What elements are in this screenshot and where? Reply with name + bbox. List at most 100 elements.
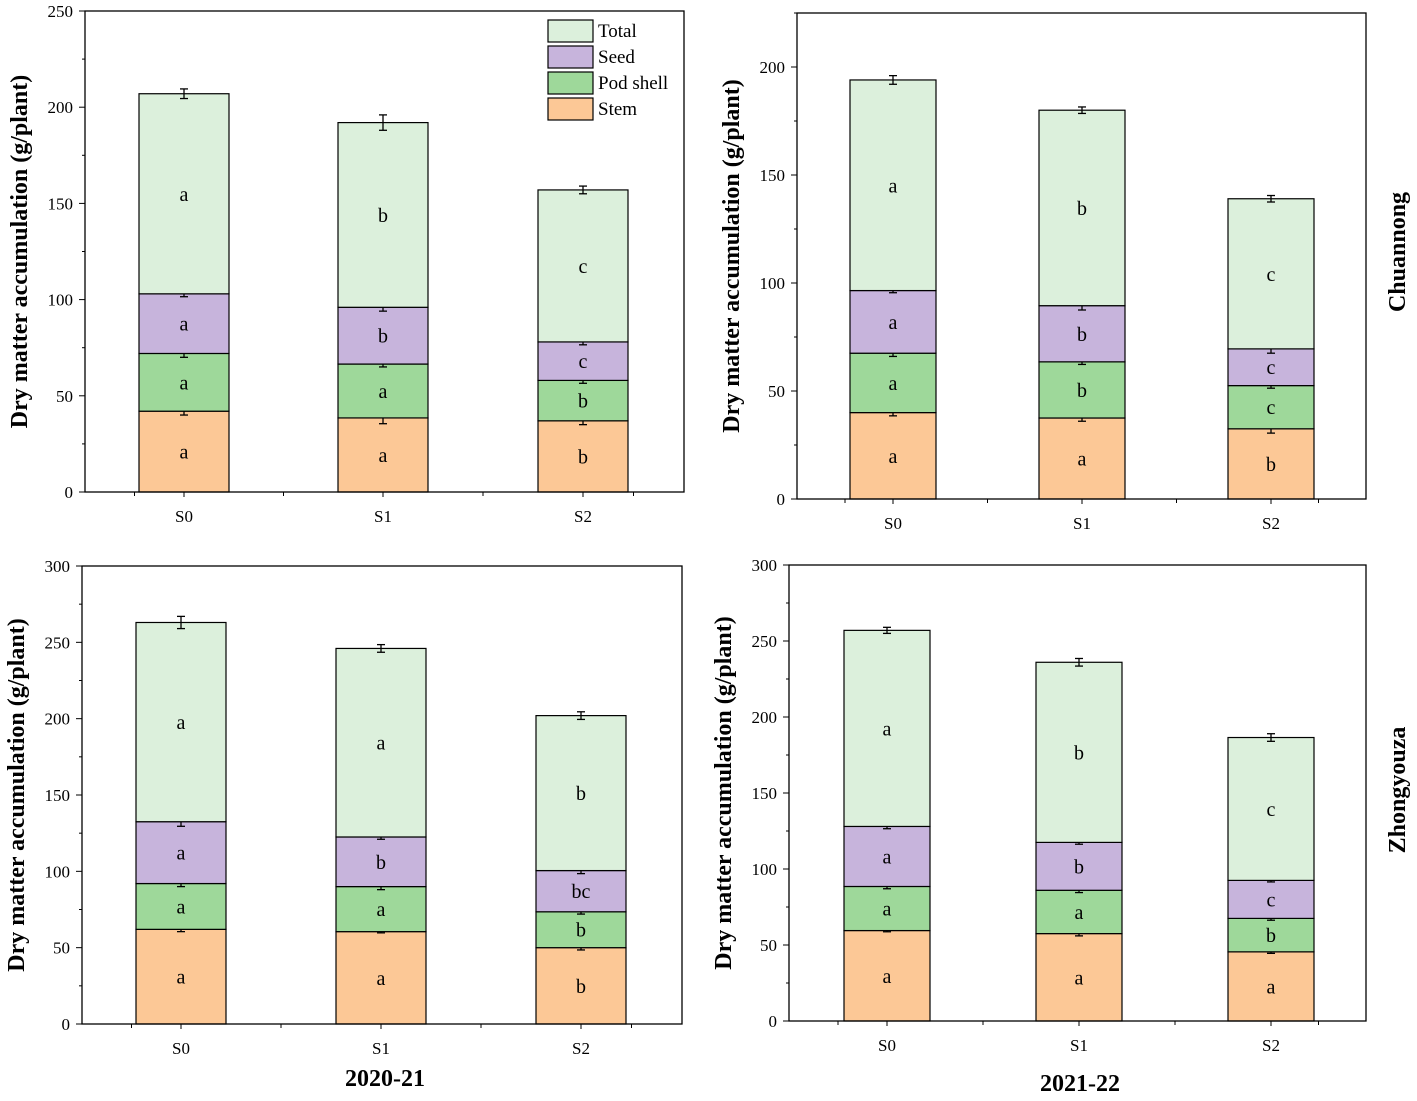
significance-letter: a (379, 381, 388, 403)
bar-segment-total-S1 (1038, 109, 1126, 307)
x-tick-label: S2 (572, 1039, 590, 1058)
plot-frame (796, 12, 1367, 500)
x-tick-label: S1 (1073, 514, 1091, 533)
significance-letter: b (1074, 856, 1084, 878)
column-label-2021-22: 2021-22 (1040, 1071, 1120, 1096)
legend-swatch-total (547, 19, 594, 43)
legend-label: Seed (598, 47, 635, 68)
y-tick-label: 150 (45, 786, 71, 805)
x-tick-label: S0 (878, 1036, 896, 1055)
y-tick-label: 100 (48, 291, 74, 310)
significance-letter: b (1266, 925, 1276, 947)
significance-letter: b (576, 920, 586, 942)
significance-letter: b (578, 446, 588, 468)
y-tick-label: 50 (53, 939, 70, 958)
y-tick-label: 0 (777, 490, 786, 509)
significance-letter: a (377, 899, 386, 921)
y-tick-label: 50 (760, 936, 777, 955)
y-tick-label: 250 (48, 2, 74, 21)
y-tick-label: 300 (752, 556, 778, 575)
bar-segment-stem-S2 (537, 420, 629, 493)
y-tick-label: 250 (752, 632, 778, 651)
bar-segment-stem-S1 (1038, 417, 1126, 500)
bar-segment-pod-shell-S1 (1035, 889, 1123, 935)
y-tick-label: 250 (45, 633, 71, 652)
significance-letter: c (1267, 889, 1276, 911)
significance-letter: b (1077, 380, 1087, 402)
bar-segment-stem-S2 (535, 947, 627, 1025)
significance-letter: a (889, 446, 898, 468)
y-axis-label: Dry matter accumulation (g/plant) (719, 79, 745, 433)
bar-segment-pod-shell-S2 (537, 379, 629, 422)
x-tick-label: S0 (172, 1039, 190, 1058)
bar-segment-pod-shell-S1 (1038, 361, 1126, 419)
y-tick-label: 100 (760, 274, 786, 293)
significance-letter: a (889, 312, 898, 334)
significance-letter: a (177, 967, 186, 989)
bar-segment-stem-S1 (1035, 932, 1123, 1022)
significance-letter: b (1077, 198, 1087, 220)
bar-segment-total-S0 (849, 79, 937, 292)
y-tick-label: 200 (48, 98, 74, 117)
x-tick-label: S1 (372, 1039, 390, 1058)
bar-segment-seed-S2 (1227, 879, 1315, 920)
significance-letter: a (377, 968, 386, 990)
bar-segment-pod-shell-S2 (535, 911, 627, 949)
row-label-zhongyouza: Zhongyouza (1385, 727, 1411, 854)
significance-letter: a (177, 843, 186, 865)
significance-letter: bc (572, 881, 591, 903)
significance-letter: b (1074, 742, 1084, 764)
bar-segment-stem-S0 (138, 410, 230, 493)
significance-letter: a (883, 718, 892, 740)
significance-letter: b (378, 205, 388, 227)
y-tick-label: 0 (62, 1015, 71, 1034)
bar-segment-total-S2 (535, 715, 627, 872)
y-tick-label: 50 (768, 382, 785, 401)
y-tick-label: 150 (752, 784, 778, 803)
bar-segment-total-S1 (1035, 661, 1123, 844)
y-tick-label: 150 (760, 166, 786, 185)
y-tick-label: 100 (45, 862, 71, 881)
column-label-2020-21: 2020-21 (345, 1066, 425, 1092)
significance-letter: a (177, 896, 186, 918)
x-tick-label: S2 (1262, 514, 1280, 533)
x-tick-label: S1 (1070, 1036, 1088, 1055)
significance-letter: c (579, 351, 588, 373)
y-tick-label: 50 (56, 387, 73, 406)
x-tick-label: S2 (1262, 1036, 1280, 1055)
significance-letter: a (180, 442, 189, 464)
y-tick-label: 300 (45, 557, 71, 576)
legend-label: Stem (598, 99, 637, 120)
bar-segment-stem-S1 (337, 417, 429, 493)
significance-letter: c (1267, 397, 1276, 419)
y-tick-label: 200 (760, 58, 786, 77)
bar-segment-seed-S2 (1227, 348, 1315, 387)
bar-segment-total-S0 (138, 93, 230, 295)
y-axis-label: Dry matter accumulation (g/plant) (711, 616, 737, 970)
bar-segment-pod-shell-S2 (1227, 385, 1315, 430)
bar-segment-seed-S0 (138, 293, 230, 355)
bar-segment-total-S0 (135, 621, 227, 823)
bar-segment-pod-shell-S0 (138, 352, 230, 412)
bar-segment-stem-S0 (849, 412, 937, 500)
bar-segment-pod-shell-S2 (1227, 917, 1315, 953)
bar-segment-stem-S2 (1227, 428, 1315, 500)
y-axis-label: Dry matter accumulation (g/plant) (7, 75, 33, 429)
significance-letter: c (1267, 264, 1276, 286)
y-tick-label: 150 (48, 194, 74, 213)
x-tick-label: S0 (884, 514, 902, 533)
bar-segment-seed-S0 (843, 825, 931, 888)
bar-segment-seed-S2 (535, 869, 627, 913)
significance-letter: a (1078, 449, 1087, 471)
significance-letter: a (1075, 902, 1084, 924)
x-tick-label: S1 (374, 507, 392, 526)
bar-segment-seed-S1 (337, 306, 429, 365)
significance-letter: c (1267, 357, 1276, 379)
legend-label: Total (598, 21, 637, 42)
y-tick-label: 200 (45, 710, 71, 729)
bar-segment-seed-S2 (537, 341, 629, 382)
legend-swatch-seed (547, 45, 594, 69)
